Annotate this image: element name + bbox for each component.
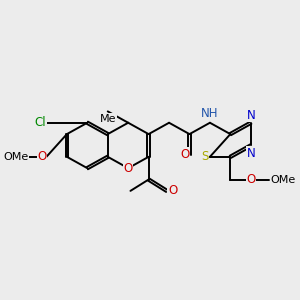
Text: S: S xyxy=(201,150,209,163)
Text: Cl: Cl xyxy=(35,116,46,129)
Text: O: O xyxy=(37,150,46,163)
Text: O: O xyxy=(168,184,177,197)
Text: NH: NH xyxy=(201,107,219,121)
Text: N: N xyxy=(246,147,255,160)
Text: OMe: OMe xyxy=(270,175,296,184)
Text: O: O xyxy=(124,162,133,175)
Text: N: N xyxy=(246,109,255,122)
Text: Me: Me xyxy=(100,114,116,124)
Text: O: O xyxy=(246,173,255,186)
Text: O: O xyxy=(180,148,190,161)
Text: OMe: OMe xyxy=(3,152,28,162)
